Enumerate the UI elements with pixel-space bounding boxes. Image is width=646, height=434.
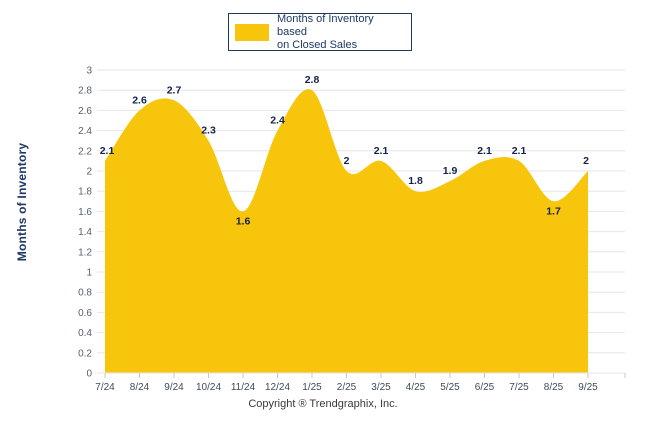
x-tick-label: 7/24 (95, 382, 115, 393)
x-tick-label: 4/25 (406, 382, 426, 393)
chart-legend: Months of Inventory based on Closed Sale… (228, 13, 412, 51)
y-tick-label: 0 (86, 369, 92, 380)
x-tick-label: 10/24 (196, 382, 221, 393)
x-tick-label: 8/25 (544, 382, 564, 393)
x-axis-ticks: 7/24 8/24 9/24 10/24 11/24 12/24 1/25 2/25 3/25 4… (95, 373, 626, 393)
data-point-label: 2.1 (512, 145, 527, 157)
data-point-label: 2.1 (477, 145, 492, 157)
y-tick-label: 0.4 (78, 328, 92, 339)
data-point-label: 1.8 (408, 175, 423, 187)
y-tick-label: 1.6 (78, 207, 92, 218)
x-tick-label: 3/25 (371, 382, 391, 393)
y-tick-label: 1 (86, 268, 92, 279)
data-point-label: 2.4 (270, 115, 285, 127)
data-point-label: 1.7 (546, 205, 561, 217)
x-tick-label: 6/25 (475, 382, 495, 393)
data-point-label: 2.1 (374, 145, 389, 157)
data-labels: 2.1 2.6 2.7 2.3 1.6 2.4 2.8 2 2.1 1.8 1.9 2.1 2.1 1.7… (100, 74, 589, 227)
x-tick-label: 2/25 (337, 382, 357, 393)
y-tick-label: 3 (86, 66, 92, 77)
x-tick-label: 11/24 (231, 382, 256, 393)
data-point-label: 1.6 (236, 215, 251, 227)
x-tick-label: 9/25 (578, 382, 598, 393)
y-axis-title: Months of Inventory (15, 142, 29, 262)
data-point-label: 2.8 (305, 74, 320, 86)
legend-label: Months of Inventory based on Closed Sale… (277, 12, 374, 51)
y-tick-label: 2.2 (78, 146, 92, 157)
data-point-label: 2 (583, 155, 589, 167)
x-tick-label: 12/24 (265, 382, 290, 393)
x-tick-label: 7/25 (509, 382, 529, 393)
y-tick-label: 2 (86, 167, 92, 178)
x-tick-label: 5/25 (440, 382, 460, 393)
y-tick-label: 1.8 (78, 187, 92, 198)
data-point-label: 2 (344, 155, 350, 167)
y-tick-label: 0.6 (78, 308, 92, 319)
y-tick-label: 1.4 (78, 227, 92, 238)
x-tick-label: 9/24 (164, 382, 184, 393)
y-tick-label: 2.4 (78, 126, 92, 137)
data-point-label: 2.6 (132, 94, 147, 106)
legend-color-swatch-icon (235, 23, 269, 41)
x-tick-label: 8/24 (130, 382, 150, 393)
y-tick-label: 2.6 (78, 106, 92, 117)
area-series-months-of-inventory (105, 89, 588, 373)
data-point-label: 2.1 (100, 145, 115, 157)
data-point-label: 2.3 (201, 125, 216, 137)
copyright-notice: Copyright ® Trendgraphix, Inc. (248, 398, 398, 410)
y-tick-label: 2.8 (78, 86, 92, 97)
x-tick-label: 1/25 (302, 382, 322, 393)
data-point-label: 2.7 (167, 84, 182, 96)
y-tick-label: 0.2 (78, 348, 92, 359)
data-point-label: 1.9 (443, 165, 458, 177)
y-tick-label: 1.2 (78, 247, 92, 258)
y-tick-label: 0.8 (78, 288, 92, 299)
